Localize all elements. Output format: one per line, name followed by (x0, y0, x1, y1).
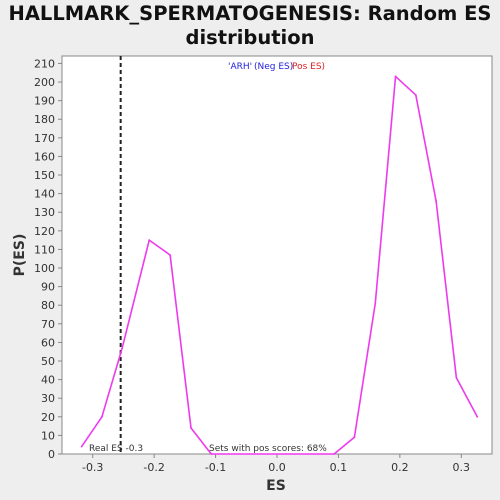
chart-title-line2: distribution (185, 25, 315, 49)
y-tick-label: 40 (41, 374, 55, 387)
x-axis-label: ES (266, 478, 286, 494)
x-axis: -0.3 -0.2 -0.1 0.0 0.1 0.2 0.3 (82, 454, 470, 474)
data-point (121, 347, 124, 349)
data-point (148, 239, 151, 242)
chart-title-line1: HALLMARK_SPERMATOGENESIS: Random ES (8, 2, 492, 25)
y-tick-label: 20 (41, 411, 55, 424)
y-tick-label: 80 (41, 299, 55, 312)
y-tick-label: 50 (41, 355, 55, 368)
y-tick-label: 90 (41, 281, 55, 294)
legend-gene: 'ARH' (228, 62, 252, 72)
x-tick-label: -0.3 (82, 461, 103, 474)
data-point (80, 445, 83, 448)
legend-neg: (Neg ES) (254, 62, 293, 72)
y-tick-label: 190 (34, 95, 55, 108)
data-point (190, 427, 192, 429)
y-tick-label: 140 (34, 188, 55, 201)
y-tick-label: 150 (34, 169, 55, 182)
chart-title: HALLMARK_SPERMATOGENESIS: Random ES dist… (0, 2, 500, 49)
y-tick-label: 200 (34, 76, 55, 89)
y-tick-label: 70 (41, 318, 55, 331)
legend-pos: Pos ES) (292, 62, 325, 72)
x-tick-label: 0.0 (268, 461, 286, 474)
real-es-label: Real ES -0.3 (89, 444, 143, 454)
data-point (210, 453, 213, 455)
data-point (414, 94, 417, 96)
y-axis: 0 10 20 30 40 50 60 70 80 90 100 110 120 130 140 150 160… (34, 57, 62, 461)
y-tick-label: 120 (34, 225, 55, 238)
data-point (353, 436, 356, 439)
plot-area (61, 55, 493, 455)
y-tick-label: 110 (34, 243, 55, 256)
data-point (476, 415, 479, 418)
y-tick-label: 10 (41, 429, 55, 442)
data-point (101, 415, 103, 418)
y-tick-label: 210 (34, 57, 55, 70)
x-tick-label: -0.1 (205, 461, 226, 474)
y-tick-label: 180 (34, 113, 55, 126)
series-points (80, 75, 479, 455)
y-tick-label: 0 (48, 448, 55, 461)
y-tick-label: 170 (34, 132, 55, 145)
y-tick-label: 30 (41, 392, 55, 405)
x-tick-label: 0.1 (330, 461, 348, 474)
x-tick-label: 0.2 (391, 461, 409, 474)
data-point (374, 302, 377, 305)
pos-scores-label: Sets with pos scores: 68% (209, 444, 327, 454)
y-tick-label: 160 (34, 150, 55, 163)
y-tick-label: 60 (41, 336, 55, 349)
data-point (394, 75, 397, 78)
x-tick-label: 0.3 (453, 461, 471, 474)
data-point (169, 254, 172, 256)
y-tick-label: 130 (34, 206, 55, 219)
y-axis-label: P(ES) (12, 234, 28, 277)
y-tick-label: 100 (34, 262, 55, 275)
data-point (435, 200, 437, 202)
x-tick-label: -0.2 (143, 461, 164, 474)
data-point (455, 376, 458, 379)
data-point (333, 453, 336, 455)
